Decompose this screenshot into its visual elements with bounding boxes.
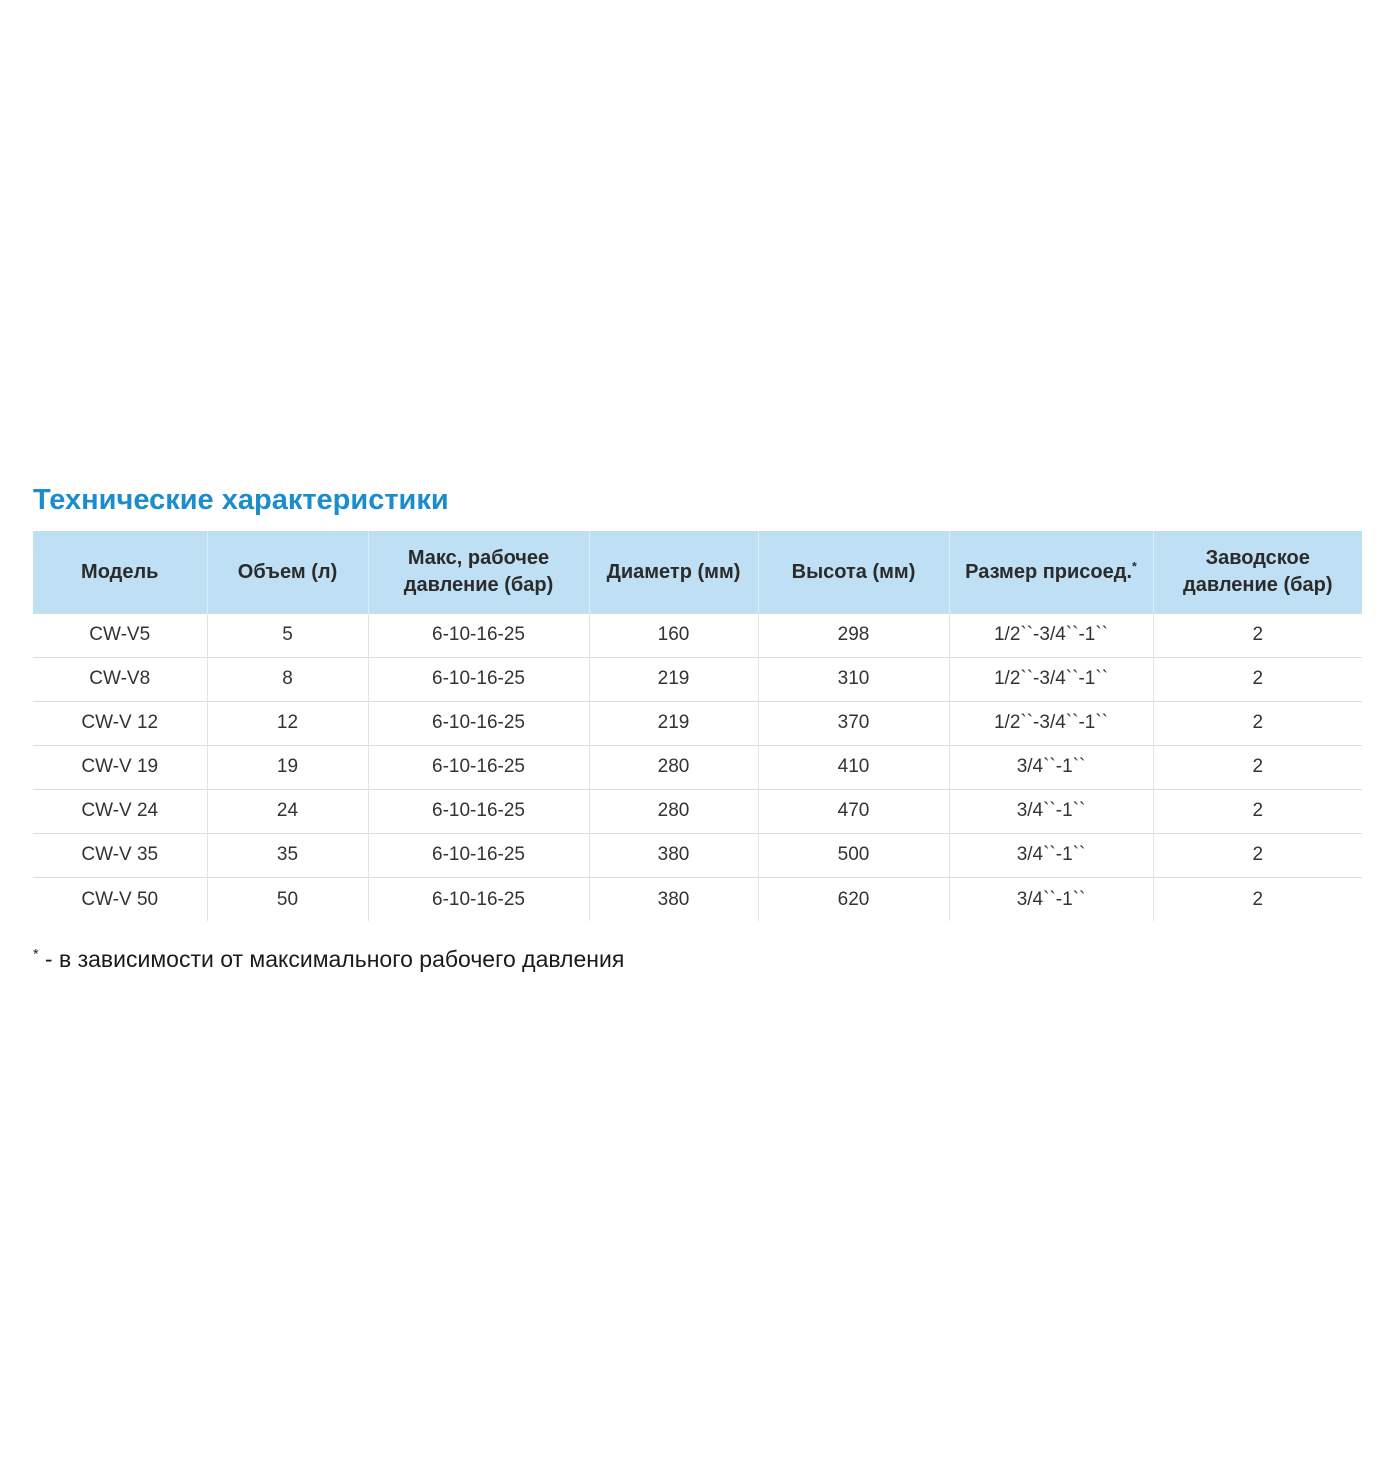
table-cell: 410 (758, 744, 950, 790)
table-cell: 1/2``-3/4``-1`` (949, 656, 1154, 702)
table-cell: 2 (1153, 832, 1362, 878)
table-cell: CW-V5 (33, 612, 208, 658)
table-cell: 160 (589, 612, 759, 658)
table-row: CW-V 24 24 6-10-16-25 280 470 3/4``-1`` 2 (33, 788, 1362, 834)
column-header-label: Высота (мм) (791, 560, 916, 583)
column-header-label: Макс, рабочее давление (бар) (403, 547, 554, 597)
column-header: Модель (33, 531, 208, 614)
page-title: Технические характеристики (33, 484, 449, 516)
table-cell: 470 (758, 788, 950, 834)
table-cell: 35 (207, 832, 369, 878)
table-cell: CW-V 35 (33, 832, 208, 878)
table-cell: 6-10-16-25 (368, 700, 590, 746)
column-header-asterisk: * (1132, 558, 1137, 573)
table-cell: 2 (1153, 612, 1362, 658)
table-cell: 6-10-16-25 (368, 656, 590, 702)
footnote-text: - в зависимости от максимального рабочег… (38, 946, 625, 973)
table-cell: 6-10-16-25 (368, 744, 590, 790)
table-cell: 380 (589, 832, 759, 878)
column-header: Макс, рабочее давление (бар) (368, 531, 590, 614)
table-cell: 24 (207, 788, 369, 834)
table-cell: 280 (589, 788, 759, 834)
table-cell: 3/4``-1`` (949, 832, 1154, 878)
table-cell: 6-10-16-25 (368, 788, 590, 834)
table-cell: 19 (207, 744, 369, 790)
table-cell: 500 (758, 832, 950, 878)
table-cell: CW-V8 (33, 656, 208, 702)
table-row: CW-V5 5 6-10-16-25 160 298 1/2``-3/4``-1`` 2 (33, 612, 1362, 658)
table-cell: 380 (589, 876, 759, 922)
table-cell: 370 (758, 700, 950, 746)
column-header: Диаметр (мм) (589, 531, 759, 614)
table-cell: CW-V 19 (33, 744, 208, 790)
table-cell: 2 (1153, 656, 1362, 702)
table-row: CW-V 35 35 6-10-16-25 380 500 3/4``-1`` 2 (33, 832, 1362, 878)
table-cell: CW-V 50 (33, 876, 208, 922)
column-header-label: Модель (81, 560, 159, 583)
column-header-label: Размер присоед. (965, 560, 1133, 583)
table-cell: CW-V 12 (33, 700, 208, 746)
column-header-label: Диаметр (мм) (606, 560, 741, 583)
column-header-label: Объем (л) (237, 560, 338, 583)
table-cell: 3/4``-1`` (949, 788, 1154, 834)
footnote-asterisk: * (33, 946, 39, 963)
page: Технические характеристики Модель Объем (… (33, 484, 1362, 975)
table-cell: 2 (1153, 788, 1362, 834)
table-cell: 50 (207, 876, 369, 922)
column-header: Высота (мм) (758, 531, 950, 614)
table-cell: 2 (1153, 876, 1362, 922)
table-cell: 6-10-16-25 (368, 876, 590, 922)
table-row: CW-V 50 50 6-10-16-25 380 620 3/4``-1`` 2 (33, 876, 1362, 922)
table-cell: 219 (589, 700, 759, 746)
column-header-label: Заводское давление (бар) (1183, 547, 1333, 597)
table-cell: 6-10-16-25 (368, 832, 590, 878)
table-cell: 280 (589, 744, 759, 790)
table-header-row: Модель Объем (л) Макс, рабочее давление (б… (33, 531, 1362, 614)
table-cell: 6-10-16-25 (368, 612, 590, 658)
table-cell: 310 (758, 656, 950, 702)
table-cell: 8 (207, 656, 369, 702)
table-cell: 2 (1153, 744, 1362, 790)
table-cell: 1/2``-3/4``-1`` (949, 700, 1154, 746)
table-cell: 2 (1153, 700, 1362, 746)
table-cell: 298 (758, 612, 950, 658)
spec-table: Модель Объем (л) Макс, рабочее давление (б… (33, 531, 1362, 922)
table-cell: 620 (758, 876, 950, 922)
table-cell: 5 (207, 612, 369, 658)
column-header: Размер присоед.* (949, 531, 1154, 614)
table-row: CW-V 12 12 6-10-16-25 219 370 1/2``-3/4``-1``… (33, 700, 1362, 746)
table-cell: 219 (589, 656, 759, 702)
table-cell: CW-V 24 (33, 788, 208, 834)
table-cell: 1/2``-3/4``-1`` (949, 612, 1154, 658)
table-cell: 3/4``-1`` (949, 876, 1154, 922)
column-header: Объем (л) (207, 531, 369, 614)
table-cell: 3/4``-1`` (949, 744, 1154, 790)
table-cell: 12 (207, 700, 369, 746)
footnote: * - в зависимости от максимального рабоч… (33, 945, 1362, 975)
table-row: CW-V 19 19 6-10-16-25 280 410 3/4``-1`` 2 (33, 744, 1362, 790)
table-row: CW-V8 8 6-10-16-25 219 310 1/2``-3/4``-1`` 2 (33, 656, 1362, 702)
column-header: Заводское давление (бар) (1153, 531, 1362, 614)
